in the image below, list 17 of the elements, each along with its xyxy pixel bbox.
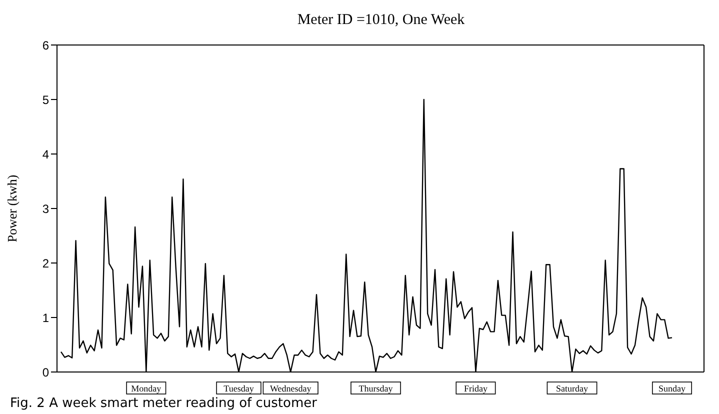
x-tick-label: Tuesday [224,384,254,394]
y-tick-label: 1 [42,310,50,325]
x-tick-label: Saturday [556,384,589,394]
x-tick-label: Monday [131,384,162,394]
y-tick-label: 3 [42,202,50,216]
y-tick-label: 5 [42,92,50,107]
x-tick-label: Wednesday [270,384,312,394]
y-tick-label: 4 [42,147,50,162]
x-tick-label: Friday [464,384,488,394]
x-tick-label: Sunday [658,384,686,394]
y-tick-label: 2 [42,256,50,270]
caption: Fig. 2 A week smart meter reading of customer [10,396,317,411]
x-tick-label: Thursday [358,384,394,394]
y-tick-label: 0 [42,365,50,380]
y-tick-label: 6 [42,38,50,52]
y-axis-title: Power (kwh) [4,174,20,242]
chart-title: Meter ID =1010, One Week [296,12,466,29]
